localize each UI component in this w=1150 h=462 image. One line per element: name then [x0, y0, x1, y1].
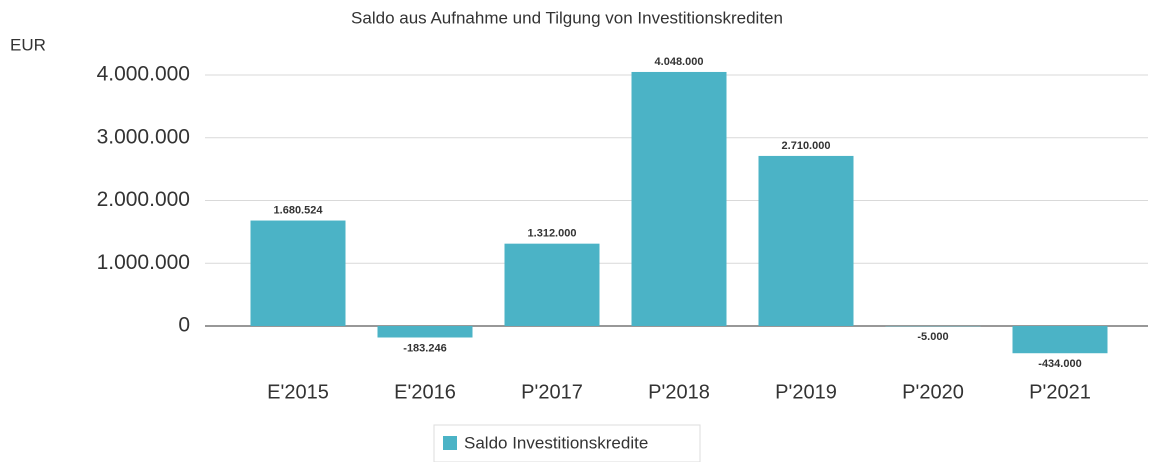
y-tick-label: 3.000.000 [97, 125, 190, 148]
x-tick-label: P'2017 [521, 381, 583, 403]
chart-title: Saldo aus Aufnahme und Tilgung von Inves… [351, 8, 783, 27]
value-label: -434.000 [1038, 358, 1081, 370]
x-tick-label: E'2016 [394, 381, 456, 403]
x-tick-label: P'2020 [902, 381, 964, 403]
bar [504, 243, 600, 326]
bar [758, 155, 854, 326]
legend-box [433, 424, 701, 462]
value-label: 1.312.000 [528, 228, 577, 240]
bar [250, 220, 346, 326]
value-label: 1.680.524 [274, 204, 324, 216]
x-tick-label: E'2015 [267, 381, 329, 403]
value-label: 4.048.000 [655, 56, 704, 68]
bar [631, 71, 727, 326]
y-tick-label: 2.000.000 [97, 188, 190, 211]
y-tick-label: 4.000.000 [97, 63, 190, 86]
y-tick-label: 0 [178, 314, 190, 337]
y-axis-label: EUR [10, 35, 46, 54]
value-label: -183.246 [403, 342, 446, 354]
x-tick-label: P'2019 [775, 381, 837, 403]
bar [1012, 325, 1108, 354]
value-label: 2.710.000 [782, 140, 831, 152]
x-tick-label: P'2021 [1029, 381, 1091, 403]
value-label: -5.000 [917, 331, 948, 343]
legend-swatch [443, 436, 457, 450]
x-tick-label: P'2018 [648, 381, 710, 403]
legend-label: Saldo Investitionskredite [464, 433, 648, 452]
bar [377, 325, 473, 338]
y-tick-label: 1.000.000 [97, 251, 190, 274]
